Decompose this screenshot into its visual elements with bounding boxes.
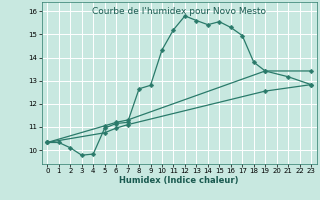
Text: Courbe de l'humidex pour Novo Mesto: Courbe de l'humidex pour Novo Mesto bbox=[92, 7, 266, 16]
X-axis label: Humidex (Indice chaleur): Humidex (Indice chaleur) bbox=[119, 176, 239, 185]
